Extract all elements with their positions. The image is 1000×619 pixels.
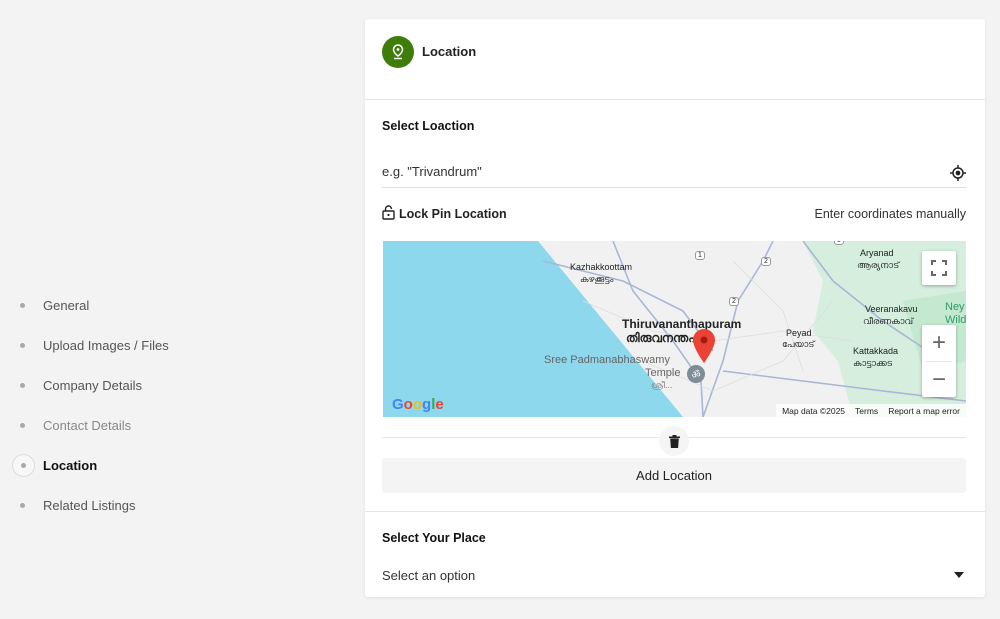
road-shield: 2: [729, 297, 739, 306]
bullet-icon: [21, 462, 26, 468]
sidebar-item-company-details[interactable]: Company Details: [0, 373, 300, 397]
fullscreen-button[interactable]: [922, 251, 956, 285]
map-marker-icon[interactable]: [693, 329, 715, 368]
sidebar-item-label: Upload Images / Files: [43, 337, 169, 353]
sidebar-item-label: Contact Details: [43, 417, 132, 433]
my-location-icon[interactable]: [950, 165, 966, 184]
map-label: Veeranakavu: [865, 304, 918, 314]
bullet-icon: [20, 502, 25, 508]
fullscreen-icon: [931, 260, 947, 276]
road-shield: 2: [761, 257, 771, 266]
trash-icon: [668, 434, 680, 448]
place-select[interactable]: Select an option: [382, 562, 966, 588]
map-label: കഴക്കൂട്ടം: [580, 274, 614, 284]
map-label: ആര്യനാട്: [857, 260, 900, 270]
sidebar-item-label: Location: [43, 457, 98, 473]
map-label: Temple: [645, 367, 681, 379]
map-label: Peyad: [786, 328, 812, 338]
map-label: Kattakkada: [853, 346, 899, 356]
lock-pin-label: Lock Pin Location: [399, 207, 507, 221]
road-shield: 1: [695, 251, 705, 260]
divider: [365, 511, 985, 512]
unlock-icon: [382, 205, 395, 223]
map-data-attribution: Map data ©2025: [782, 405, 846, 416]
map-terms-link[interactable]: Terms: [855, 405, 879, 416]
location-search-input[interactable]: e.g. "Trivandrum": [382, 155, 966, 188]
sidebar-item-location[interactable]: Location: [0, 453, 300, 477]
map-label: പേയാട്: [782, 339, 815, 349]
bullet-icon: [20, 382, 25, 388]
temple-icon: ॐ: [687, 365, 705, 383]
sidebar-item-related-listings[interactable]: Related Listings: [0, 493, 300, 517]
enter-coordinates-link[interactable]: Enter coordinates manually: [814, 207, 966, 221]
map-pin-icon: [382, 36, 414, 68]
bullet-icon: [20, 342, 25, 348]
map-label: Wild: [945, 314, 966, 326]
bullet-icon: [20, 302, 25, 308]
sidebar-item-label: Company Details: [43, 377, 142, 393]
map-label: Sree Padmanabhaswamy: [544, 354, 670, 366]
sidebar-item-general[interactable]: General: [0, 293, 300, 317]
lock-pin-toggle[interactable]: Lock Pin Location: [382, 205, 507, 223]
map-label: Kazhakkoottam: [570, 262, 633, 272]
map-label-city: തിരുവനന്തപുരം: [626, 331, 713, 345]
map-label: Aryanad: [860, 248, 894, 258]
map-view[interactable]: Kazhakkoottam കഴക്കൂട്ടം Aryanad ആര്യനാട…: [383, 241, 966, 417]
report-map-error-link[interactable]: Report a map error: [888, 405, 960, 416]
sidebar-item-label: General: [43, 297, 90, 313]
divider: [365, 99, 985, 100]
zoom-in-button[interactable]: +: [931, 329, 946, 356]
select-place-label: Select Your Place: [382, 531, 486, 545]
caret-down-icon: [954, 572, 964, 578]
map-label: വീരണകാവ്: [863, 316, 914, 326]
google-logo: Google: [392, 396, 444, 413]
map-label: കാട്ടാക്കട: [853, 358, 893, 368]
zoom-controls: + −: [922, 325, 956, 397]
map-label-city: Thiruvananthapuram: [622, 317, 742, 331]
map-label: ശ്രീ...: [651, 380, 673, 390]
sidebar-item-contact-details[interactable]: Contact Details: [0, 413, 300, 437]
road-shield: 3: [834, 241, 844, 245]
place-select-value: Select an option: [382, 567, 476, 583]
location-card: Location Select Loaction e.g. "Trivandru…: [365, 19, 985, 597]
sidebar-item-upload[interactable]: Upload Images / Files: [0, 333, 300, 357]
bullet-icon: [20, 422, 25, 428]
section-title: Location: [422, 44, 477, 59]
add-location-button[interactable]: Add Location: [382, 458, 966, 493]
location-placeholder: e.g. "Trivandrum": [382, 163, 482, 179]
zoom-out-button[interactable]: −: [931, 365, 946, 393]
select-location-label: Select Loaction: [382, 119, 475, 133]
map-label: Ney: [945, 301, 965, 313]
sidebar-item-label: Related Listings: [43, 497, 136, 513]
delete-location-button[interactable]: [659, 426, 689, 456]
